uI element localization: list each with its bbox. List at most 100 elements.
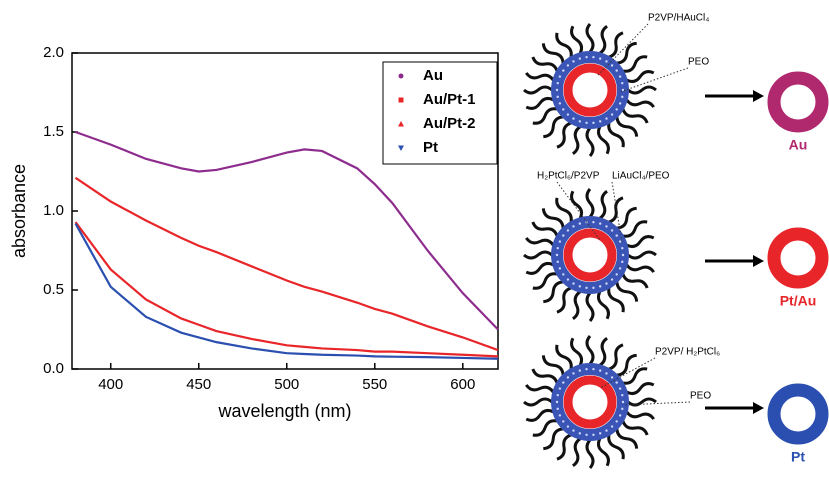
shell-dot	[610, 376, 614, 379]
x-axis-label: wavelength (nm)	[217, 401, 351, 421]
micelle-core	[563, 63, 617, 117]
shell-dot	[555, 400, 559, 404]
shell-dot	[621, 400, 625, 404]
component-label: H₂PtCl₆/P2VP	[537, 171, 600, 182]
polymer-arm	[525, 261, 554, 275]
shell-dot	[592, 55, 595, 59]
polymer-arm	[572, 125, 582, 155]
shell-dot	[621, 393, 624, 397]
polymer-arm	[523, 250, 553, 260]
polymer-arm	[608, 31, 624, 59]
polymer-arm	[607, 122, 625, 148]
polymer-arm	[616, 353, 637, 377]
shell-dot	[585, 55, 588, 59]
polymer-arm	[616, 41, 637, 65]
polymer-arm	[525, 408, 554, 422]
shell-dot	[578, 285, 582, 288]
y-tick-label: 0.0	[43, 360, 64, 377]
shell-dot	[610, 425, 614, 428]
shell-dot	[605, 60, 608, 63]
shell-dot	[578, 222, 582, 225]
shell-dot	[562, 273, 565, 276]
polymer-arm	[543, 280, 564, 304]
shell-dot	[566, 278, 570, 281]
polymer-arm	[627, 250, 657, 260]
shell-dot	[572, 429, 575, 432]
shell-dot	[592, 220, 595, 224]
polymer-arm	[523, 85, 553, 95]
polymer-arm	[585, 439, 595, 469]
polymer-arm	[531, 368, 559, 384]
polymer-arm	[555, 344, 573, 370]
shell-dot	[578, 120, 582, 123]
shell-dot	[556, 81, 559, 85]
shell-dot	[615, 273, 618, 276]
component-label: PEO	[690, 391, 711, 402]
arrow-head	[753, 90, 764, 102]
arrow-head	[753, 255, 764, 267]
shell-dot	[615, 69, 618, 72]
shell-dot	[598, 432, 602, 435]
shell-dot	[566, 425, 570, 428]
polymer-arm	[556, 286, 572, 314]
shell-dot	[605, 117, 608, 120]
shell-dot	[621, 88, 625, 92]
shell-dot	[558, 387, 562, 390]
shell-dot	[555, 253, 559, 257]
polymer-arm	[523, 397, 553, 407]
series-line	[75, 130, 499, 331]
shell-dot	[615, 420, 618, 423]
shell-dot	[610, 113, 614, 116]
polymer-arm	[625, 410, 655, 420]
polymer-arm	[596, 291, 610, 320]
micelle-core	[563, 228, 617, 282]
shell-dot	[618, 102, 622, 105]
legend-marker	[398, 73, 404, 79]
y-tick-label: 2.0	[43, 44, 64, 61]
polymer-arm	[598, 190, 608, 220]
polymer-arm	[585, 188, 595, 218]
component-label: P2VP/HAuCl₄	[648, 13, 709, 24]
shell-dot	[562, 420, 565, 423]
product-label: Pt	[791, 449, 805, 465]
product-ring	[767, 383, 829, 445]
shell-dot	[605, 372, 608, 375]
polymer-arm	[615, 116, 639, 137]
polymer-arm	[608, 343, 624, 371]
shell-dot	[598, 120, 602, 123]
shell-dot	[592, 433, 595, 437]
shell-dot	[618, 75, 622, 78]
polymer-arm	[596, 438, 610, 467]
polymer-arm	[626, 235, 655, 249]
leader-line	[556, 181, 601, 241]
polymer-arm	[570, 337, 584, 366]
shell-dot	[566, 376, 570, 379]
polymer-arm	[525, 237, 555, 247]
shell-dot	[558, 267, 562, 270]
polymer-arm	[607, 434, 625, 460]
polymer-arm	[608, 196, 624, 224]
shell-dot	[610, 64, 614, 67]
product-label: Au	[789, 137, 808, 153]
shell-dot	[615, 234, 618, 237]
shell-dot	[562, 69, 565, 72]
y-tick-label: 0.5	[43, 281, 64, 298]
shell-dot	[556, 95, 559, 99]
x-tick-label: 450	[186, 376, 211, 393]
shell-dot	[562, 234, 565, 237]
shell-dot	[618, 240, 622, 243]
polymer-arm	[585, 127, 595, 157]
x-tick-label: 500	[274, 376, 299, 393]
polymer-arm	[555, 32, 573, 58]
polymer-arm	[621, 420, 649, 436]
shell-dot	[578, 369, 582, 372]
shell-dot	[556, 393, 559, 397]
polymer-arm	[570, 190, 584, 219]
x-tick-label: 400	[98, 376, 123, 393]
shell-dot	[562, 381, 565, 384]
leader-line	[597, 23, 649, 76]
polymer-arm	[626, 382, 655, 396]
shell-dot	[598, 285, 602, 288]
polymer-arm	[543, 115, 564, 139]
shell-dot	[621, 246, 624, 250]
